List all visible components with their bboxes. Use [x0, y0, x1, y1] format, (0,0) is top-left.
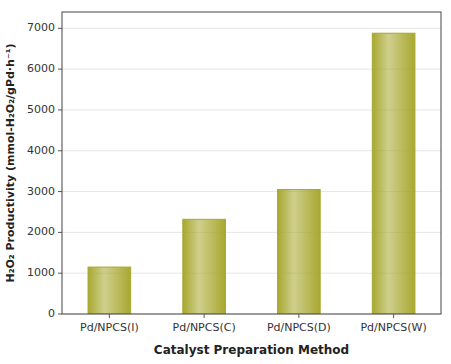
grid-line [62, 28, 441, 29]
chart-container: 01000200030004000500060007000Pd/NPCS(I)P… [0, 0, 451, 364]
plot-frame [62, 12, 441, 314]
y-axis: 0 1000 2000 3000 4000 5000 6000 7000 [27, 21, 62, 320]
y-tick [58, 314, 62, 315]
y-tick-label: 6000 [27, 62, 55, 75]
y-tick [58, 232, 62, 233]
bar [372, 33, 415, 314]
y-axis-title: H₂O₂ Productivity (mmol-H₂O₂/gPd·h⁻¹) [4, 43, 17, 282]
y-grid [62, 28, 441, 314]
y-tick [58, 28, 62, 29]
y-tick [58, 191, 62, 192]
x-tick-label: Pd/NPCS(C) [173, 321, 236, 334]
y-tick [58, 109, 62, 110]
y-tick [58, 150, 62, 151]
x-tick [393, 314, 394, 318]
x-tick-label: Pd/NPCS(W) [360, 321, 426, 334]
y-tick-label: 0 [48, 307, 55, 320]
bar [183, 219, 226, 314]
x-tick [298, 314, 299, 318]
bar [278, 190, 321, 314]
y-tick-label: 2000 [27, 225, 55, 238]
y-tick-label: 1000 [27, 266, 55, 279]
x-axis-title: Catalyst Preparation Method [154, 343, 349, 357]
y-tick-label: 3000 [27, 185, 55, 198]
y-tick-label: 5000 [27, 103, 55, 116]
y-tick [58, 273, 62, 274]
x-tick-label: Pd/NPCS(D) [267, 321, 331, 334]
x-tick-label: Pd/NPCS(I) [80, 321, 139, 334]
x-tick [109, 314, 110, 318]
y-tick-label: 7000 [27, 21, 55, 34]
x-tick [204, 314, 205, 318]
bar [88, 267, 131, 314]
x-axis: Pd/NPCS(I) Pd/NPCS(C) Pd/NPCS(D) Pd/NPCS(W) [80, 314, 427, 334]
bars [88, 33, 415, 314]
y-tick [58, 69, 62, 70]
chart-svg: 01000200030004000500060007000Pd/NPCS(I)P… [0, 0, 451, 364]
y-tick-label: 4000 [27, 144, 55, 157]
